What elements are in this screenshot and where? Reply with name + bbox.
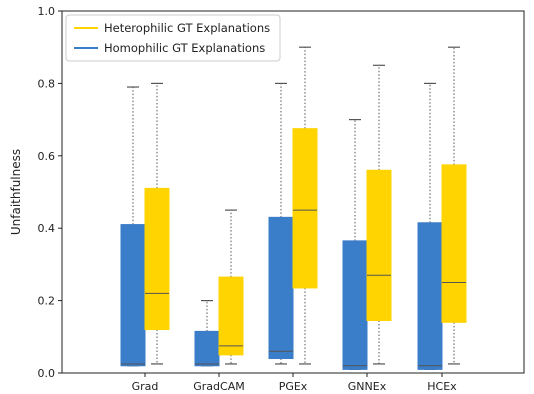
x-axis: Grad GradCAM PGEx GNNEx HCEx — [132, 373, 457, 393]
box-body — [218, 276, 244, 356]
legend-label-homophilic: Homophilic GT Explanations — [104, 41, 265, 55]
y-tick-label: 0.6 — [38, 150, 56, 163]
y-tick-label: 0.0 — [38, 367, 56, 380]
box-series — [120, 46, 467, 370]
y-tick-label: 0.8 — [38, 77, 56, 90]
box-heterophilic-gnnex — [366, 64, 392, 365]
box-body — [366, 169, 392, 322]
y-tick-label: 1.0 — [38, 5, 56, 18]
box-body — [194, 330, 220, 367]
x-tick-label: PGEx — [279, 380, 308, 393]
box-heterophilic-grad — [144, 82, 170, 365]
x-tick-label: GradCAM — [193, 380, 244, 393]
y-tick-label: 0.4 — [38, 222, 56, 235]
box-heterophilic-hcex — [441, 46, 467, 365]
y-axis: 0.0 0.2 0.4 0.6 0.8 1.0 — [38, 5, 62, 380]
box-homophilic-gnnex — [342, 118, 368, 370]
legend-frame — [65, 14, 281, 62]
box-body — [417, 222, 443, 370]
x-tick-label: GNNEx — [348, 380, 387, 393]
x-tick-label: HCEx — [427, 380, 457, 393]
legend: Heterophilic GT Explanations Homophilic … — [65, 14, 281, 62]
y-tick-label: 0.2 — [38, 295, 56, 308]
box-homophilic-gradcam — [194, 300, 220, 367]
box-heterophilic-pgex — [292, 46, 318, 365]
box-homophilic-grad — [120, 86, 146, 367]
y-axis-label: Unfaithfulness — [9, 149, 23, 235]
box-body — [120, 224, 146, 367]
x-tick-label: Grad — [132, 380, 159, 393]
legend-label-heterophilic: Heterophilic GT Explanations — [104, 21, 270, 35]
box-heterophilic-gradcam — [218, 209, 244, 365]
box-body — [268, 216, 294, 360]
box-body — [292, 128, 318, 289]
box-homophilic-pgex — [268, 82, 294, 365]
box-homophilic-hcex — [417, 82, 443, 370]
box-body — [342, 240, 368, 370]
box-body — [441, 164, 467, 323]
box-body — [144, 187, 170, 331]
